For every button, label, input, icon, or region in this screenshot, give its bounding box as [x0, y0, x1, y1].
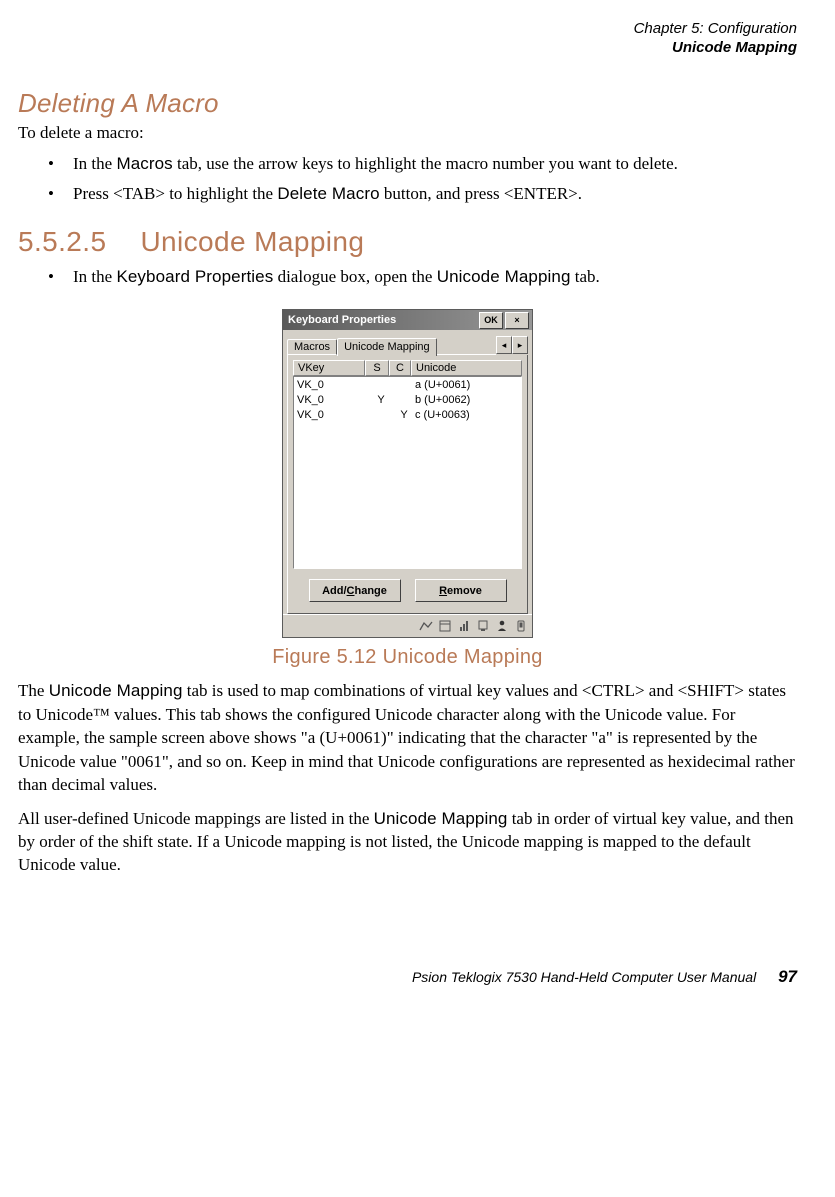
- footer-title: Psion Teklogix 7530 Hand-Held Computer U…: [412, 969, 756, 985]
- btn-hotkey: R: [439, 585, 447, 597]
- tray-icon[interactable]: [514, 619, 528, 633]
- window-title: Keyboard Properties: [286, 314, 479, 326]
- col-c[interactable]: C: [389, 360, 411, 376]
- text: tab, use the arrow keys to highlight the…: [173, 154, 678, 173]
- text: button, and press <ENTER>.: [380, 184, 582, 203]
- cell-c: [393, 393, 415, 408]
- section-heading: 5.5.2.5 Unicode Mapping: [18, 226, 797, 258]
- tab-panel: VKey S C Unicode VK_0 a (U+0061): [287, 355, 528, 614]
- cell-unicode: c (U+0063): [415, 408, 521, 423]
- close-button[interactable]: ×: [505, 312, 529, 329]
- btn-text: emove: [447, 585, 482, 597]
- list-header: VKey S C Unicode: [293, 360, 522, 376]
- list-item: Press <TAB> to highlight the Delete Macr…: [48, 183, 797, 206]
- cell-vkey: VK_0: [294, 408, 369, 423]
- header-chapter: Chapter 5: Configuration: [18, 20, 797, 39]
- tray-icon[interactable]: [457, 619, 471, 633]
- add-change-button[interactable]: Add/Change: [309, 579, 401, 602]
- body-paragraph: The Unicode Mapping tab is used to map c…: [18, 679, 797, 796]
- tab-spacer: [437, 354, 496, 355]
- table-row[interactable]: VK_0 a (U+0061): [294, 378, 521, 393]
- figure-caption: Figure 5.12 Unicode Mapping: [272, 646, 542, 669]
- text: In the: [73, 267, 116, 286]
- ui-ref: Unicode Mapping: [374, 809, 508, 828]
- body-paragraph: All user-defined Unicode mappings are li…: [18, 807, 797, 877]
- table-row[interactable]: VK_0 Y c (U+0063): [294, 408, 521, 423]
- col-unicode[interactable]: Unicode: [411, 360, 522, 376]
- cell-vkey: VK_0: [294, 393, 369, 408]
- cell-s: [369, 378, 393, 393]
- tray-icon[interactable]: [476, 619, 490, 633]
- ui-ref: Unicode Mapping: [49, 681, 183, 700]
- ui-ref: Macros: [116, 154, 172, 173]
- text: The: [18, 681, 49, 700]
- tab-scroll-right[interactable]: ▸: [512, 336, 528, 354]
- col-s[interactable]: S: [365, 360, 389, 376]
- cell-s: Y: [369, 393, 393, 408]
- section-number: 5.5.2.5: [18, 226, 106, 258]
- table-row[interactable]: VK_0 Y b (U+0062): [294, 393, 521, 408]
- cell-c: Y: [393, 408, 415, 423]
- col-vkey[interactable]: VKey: [293, 360, 365, 376]
- btn-hotkey: C: [347, 585, 355, 597]
- section-title: Unicode Mapping: [140, 226, 364, 258]
- tab-macros[interactable]: Macros: [287, 339, 337, 355]
- cell-s: [369, 408, 393, 423]
- list-item: In the Keyboard Properties dialogue box,…: [48, 266, 797, 289]
- cell-unicode: a (U+0061): [415, 378, 521, 393]
- btn-text: hange: [355, 585, 387, 597]
- page-number: 97: [778, 967, 797, 986]
- text: dialogue box, open the: [273, 267, 436, 286]
- tray-icon[interactable]: [495, 619, 509, 633]
- tab-unicode-mapping[interactable]: Unicode Mapping: [337, 338, 437, 356]
- taskbar: [283, 614, 532, 637]
- titlebar[interactable]: Keyboard Properties OK ×: [283, 310, 532, 330]
- ui-ref: Unicode Mapping: [437, 267, 571, 286]
- btn-text: Add/: [322, 585, 346, 597]
- header-section: Unicode Mapping: [18, 39, 797, 58]
- text: Press <TAB> to highlight the: [73, 184, 277, 203]
- heading-deleting-macro: Deleting A Macro: [18, 88, 797, 119]
- keyboard-properties-dialog: Keyboard Properties OK × Macros Unicode …: [282, 309, 533, 638]
- page-footer: Psion Teklogix 7530 Hand-Held Computer U…: [18, 967, 797, 1007]
- cell-c: [393, 378, 415, 393]
- open-dialog-step: In the Keyboard Properties dialogue box,…: [18, 266, 797, 289]
- ui-ref: Keyboard Properties: [116, 267, 273, 286]
- ok-button[interactable]: OK: [479, 312, 503, 329]
- text: tab.: [571, 267, 600, 286]
- mapping-list[interactable]: VK_0 a (U+0061) VK_0 Y b (U+0062): [293, 376, 522, 569]
- cell-vkey: VK_0: [294, 378, 369, 393]
- remove-button[interactable]: Remove: [415, 579, 507, 602]
- text: All user-defined Unicode mappings are li…: [18, 809, 374, 828]
- list-item: In the Macros tab, use the arrow keys to…: [48, 153, 797, 176]
- text: In the: [73, 154, 116, 173]
- delete-macro-steps: In the Macros tab, use the arrow keys to…: [18, 153, 797, 207]
- tab-scroll-left[interactable]: ◂: [496, 336, 512, 354]
- tray-icon[interactable]: [438, 619, 452, 633]
- cell-unicode: b (U+0062): [415, 393, 521, 408]
- intro-text: To delete a macro:: [18, 123, 797, 143]
- ui-ref: Delete Macro: [277, 184, 379, 203]
- page-header: Chapter 5: Configuration Unicode Mapping: [18, 20, 797, 58]
- tray-icon[interactable]: [419, 619, 433, 633]
